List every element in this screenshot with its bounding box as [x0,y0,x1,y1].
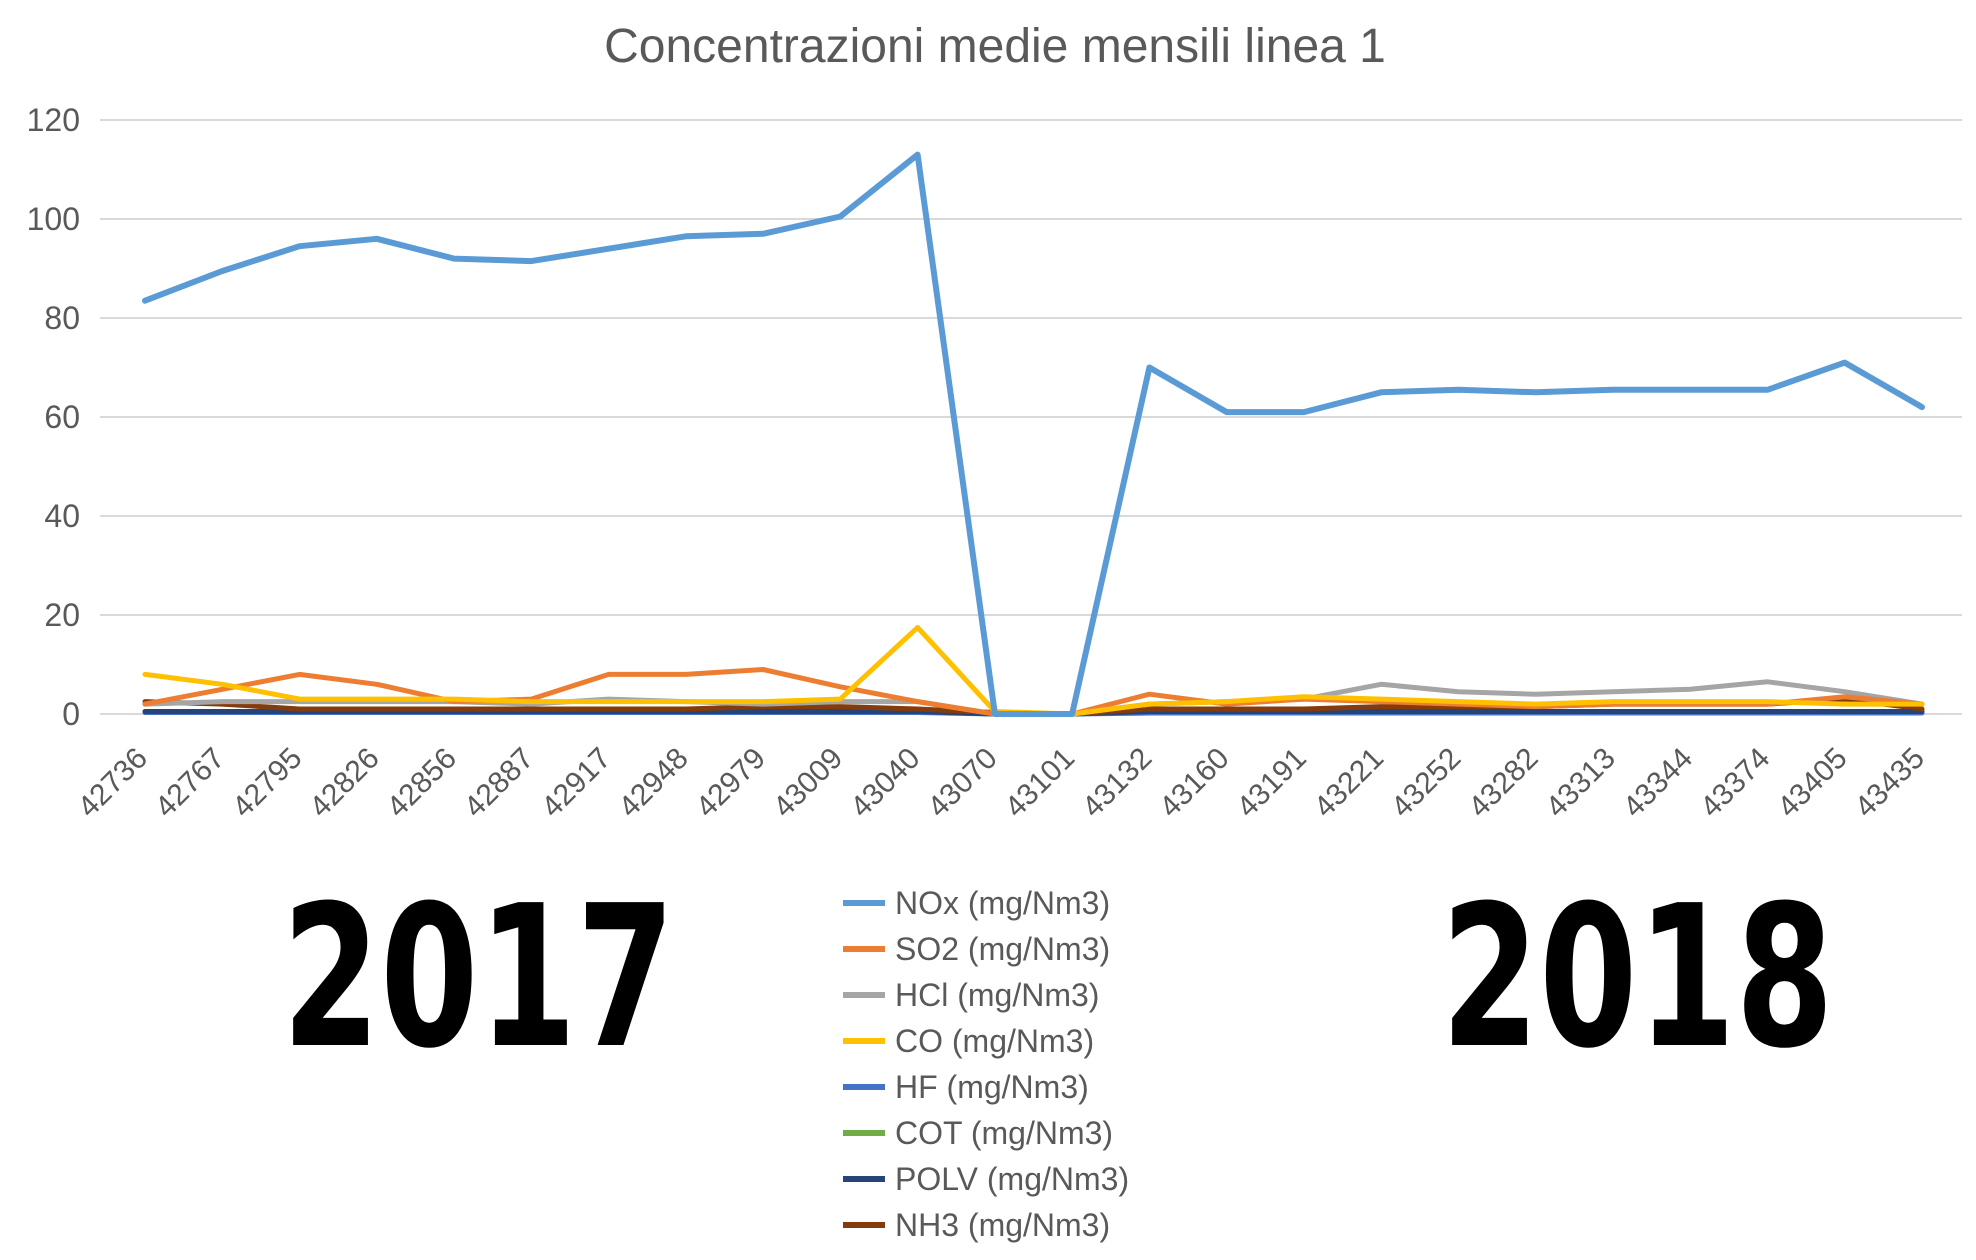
x-tick-label: 43160 [1153,742,1235,824]
legend-label: SO2 (mg/Nm3) [895,931,1110,967]
x-tick-label: 42917 [535,742,617,824]
x-tick-label: 43191 [1231,742,1313,824]
legend-label: POLV (mg/Nm3) [895,1161,1129,1197]
y-tick-label: 60 [44,399,80,435]
y-tick-label: 40 [44,498,80,534]
x-tick-label: 43101 [999,742,1081,824]
x-tick-label: 42948 [612,742,694,824]
year-label-2018: 2018 [1441,864,1834,1092]
x-tick-label: 42826 [303,742,385,824]
x-tick-label: 42795 [226,742,308,824]
series-line-3 [142,624,1925,717]
x-tick-label: 43040 [844,742,926,824]
x-tick-label: 42979 [690,742,772,824]
y-axis-ticks: 0 20 40 60 80 100 120 [27,102,80,732]
legend: NOx (mg/Nm3) SO2 (mg/Nm3) HCl (mg/Nm3) CO (… [843,885,1129,1243]
x-tick-label: 43344 [1617,742,1699,824]
series-line-0 [142,151,1925,717]
x-tick-label: 43282 [1462,742,1544,824]
legend-label: NH3 (mg/Nm3) [895,1207,1110,1243]
chart-title: Concentrazioni medie mensili linea 1 [604,20,1386,73]
legend-label: HF (mg/Nm3) [895,1069,1089,1105]
legend-label: HCl (mg/Nm3) [895,977,1099,1013]
x-tick-label: 43405 [1771,742,1853,824]
legend-label: COT (mg/Nm3) [895,1115,1113,1151]
x-tick-label: 42887 [458,742,540,824]
year-label-2017: 2017 [282,864,675,1092]
series-lines [142,151,1925,717]
gridlines [100,119,1962,715]
x-tick-label: 42736 [72,742,154,824]
x-tick-label: 42767 [149,742,231,824]
x-tick-label: 43009 [767,742,849,824]
x-tick-label: 43221 [1308,742,1390,824]
y-tick-label: 20 [44,597,80,633]
x-tick-label: 43313 [1540,742,1622,824]
y-tick-label: 100 [27,201,80,237]
x-tick-label: 43132 [1076,742,1158,824]
y-tick-label: 0 [62,696,80,732]
legend-label: CO (mg/Nm3) [895,1023,1094,1059]
y-tick-label: 80 [44,300,80,336]
x-tick-label: 43374 [1694,742,1776,824]
y-tick-label: 120 [27,102,80,138]
legend-label: NOx (mg/Nm3) [895,885,1110,921]
x-tick-label: 43435 [1849,742,1931,824]
x-tick-label: 42856 [381,742,463,824]
x-tick-label: 43070 [921,742,1003,824]
x-axis-ticks: 4273642767427954282642856428874291742948… [72,742,1931,824]
x-tick-label: 43252 [1385,742,1467,824]
